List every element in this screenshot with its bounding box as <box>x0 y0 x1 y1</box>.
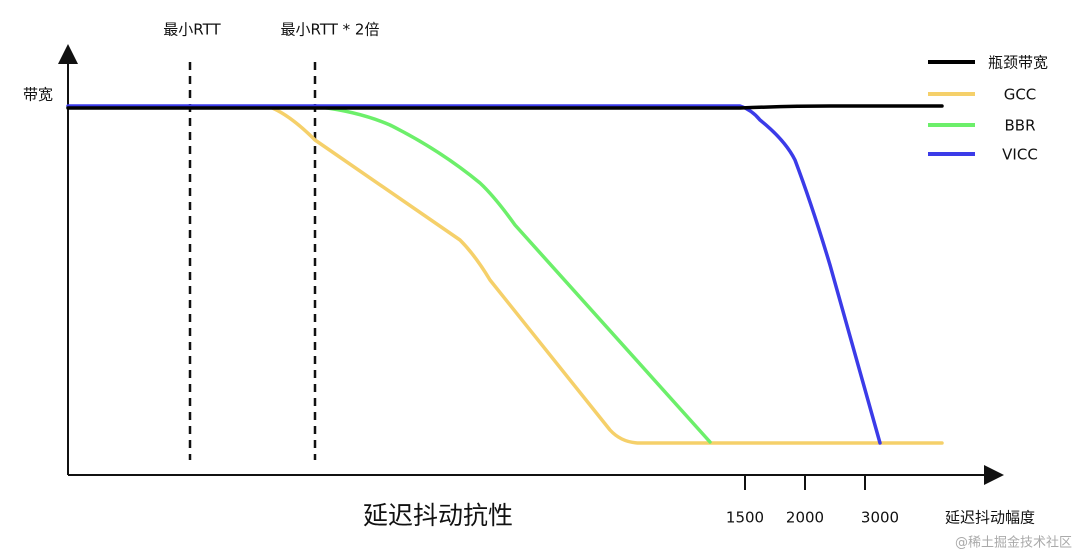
marker-label: 最小RTT * 2倍 <box>281 21 380 39</box>
x-tick-label: 2000 <box>786 509 824 527</box>
marker-label: 最小RTT <box>163 21 221 39</box>
title: 延迟抖动抗性 <box>363 501 513 530</box>
vicc-curve <box>66 104 882 445</box>
x-axis-label: 延迟抖动幅度 <box>945 509 1035 527</box>
legend-label: 瓶颈带宽 <box>988 54 1048 72</box>
legend-label: GCC <box>1004 86 1037 104</box>
watermark: @稀土掘金技术社区 <box>955 535 1072 551</box>
gcc-curve <box>66 105 944 445</box>
legend-label: VICC <box>1002 146 1038 164</box>
bottleneck-curve <box>66 104 944 110</box>
x-tick-label: 3000 <box>861 509 899 527</box>
bbr-curve <box>66 105 712 444</box>
x-tick-label: 1500 <box>726 509 764 527</box>
legend-label: BBR <box>1004 117 1035 135</box>
y-axis-label: 带宽 <box>23 86 53 104</box>
